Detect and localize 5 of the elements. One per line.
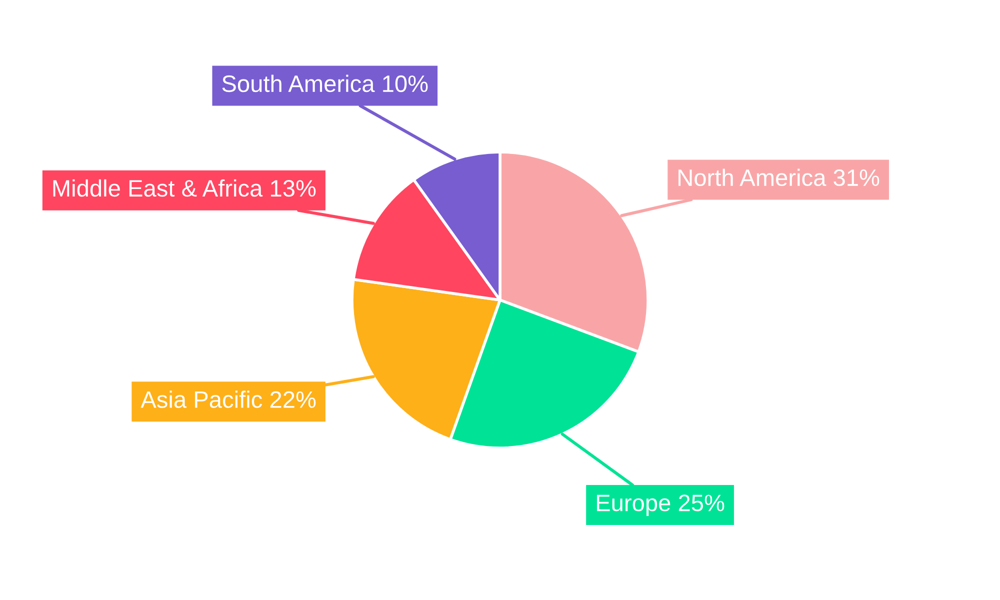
slice-label: North America 31% <box>678 168 880 186</box>
slice-label: Asia Pacific 22% <box>140 390 316 408</box>
slice-label: Middle East & Africa 13% <box>53 179 316 197</box>
slice-label: South America 10% <box>222 74 428 92</box>
slice-label: Europe 25% <box>596 494 724 516</box>
